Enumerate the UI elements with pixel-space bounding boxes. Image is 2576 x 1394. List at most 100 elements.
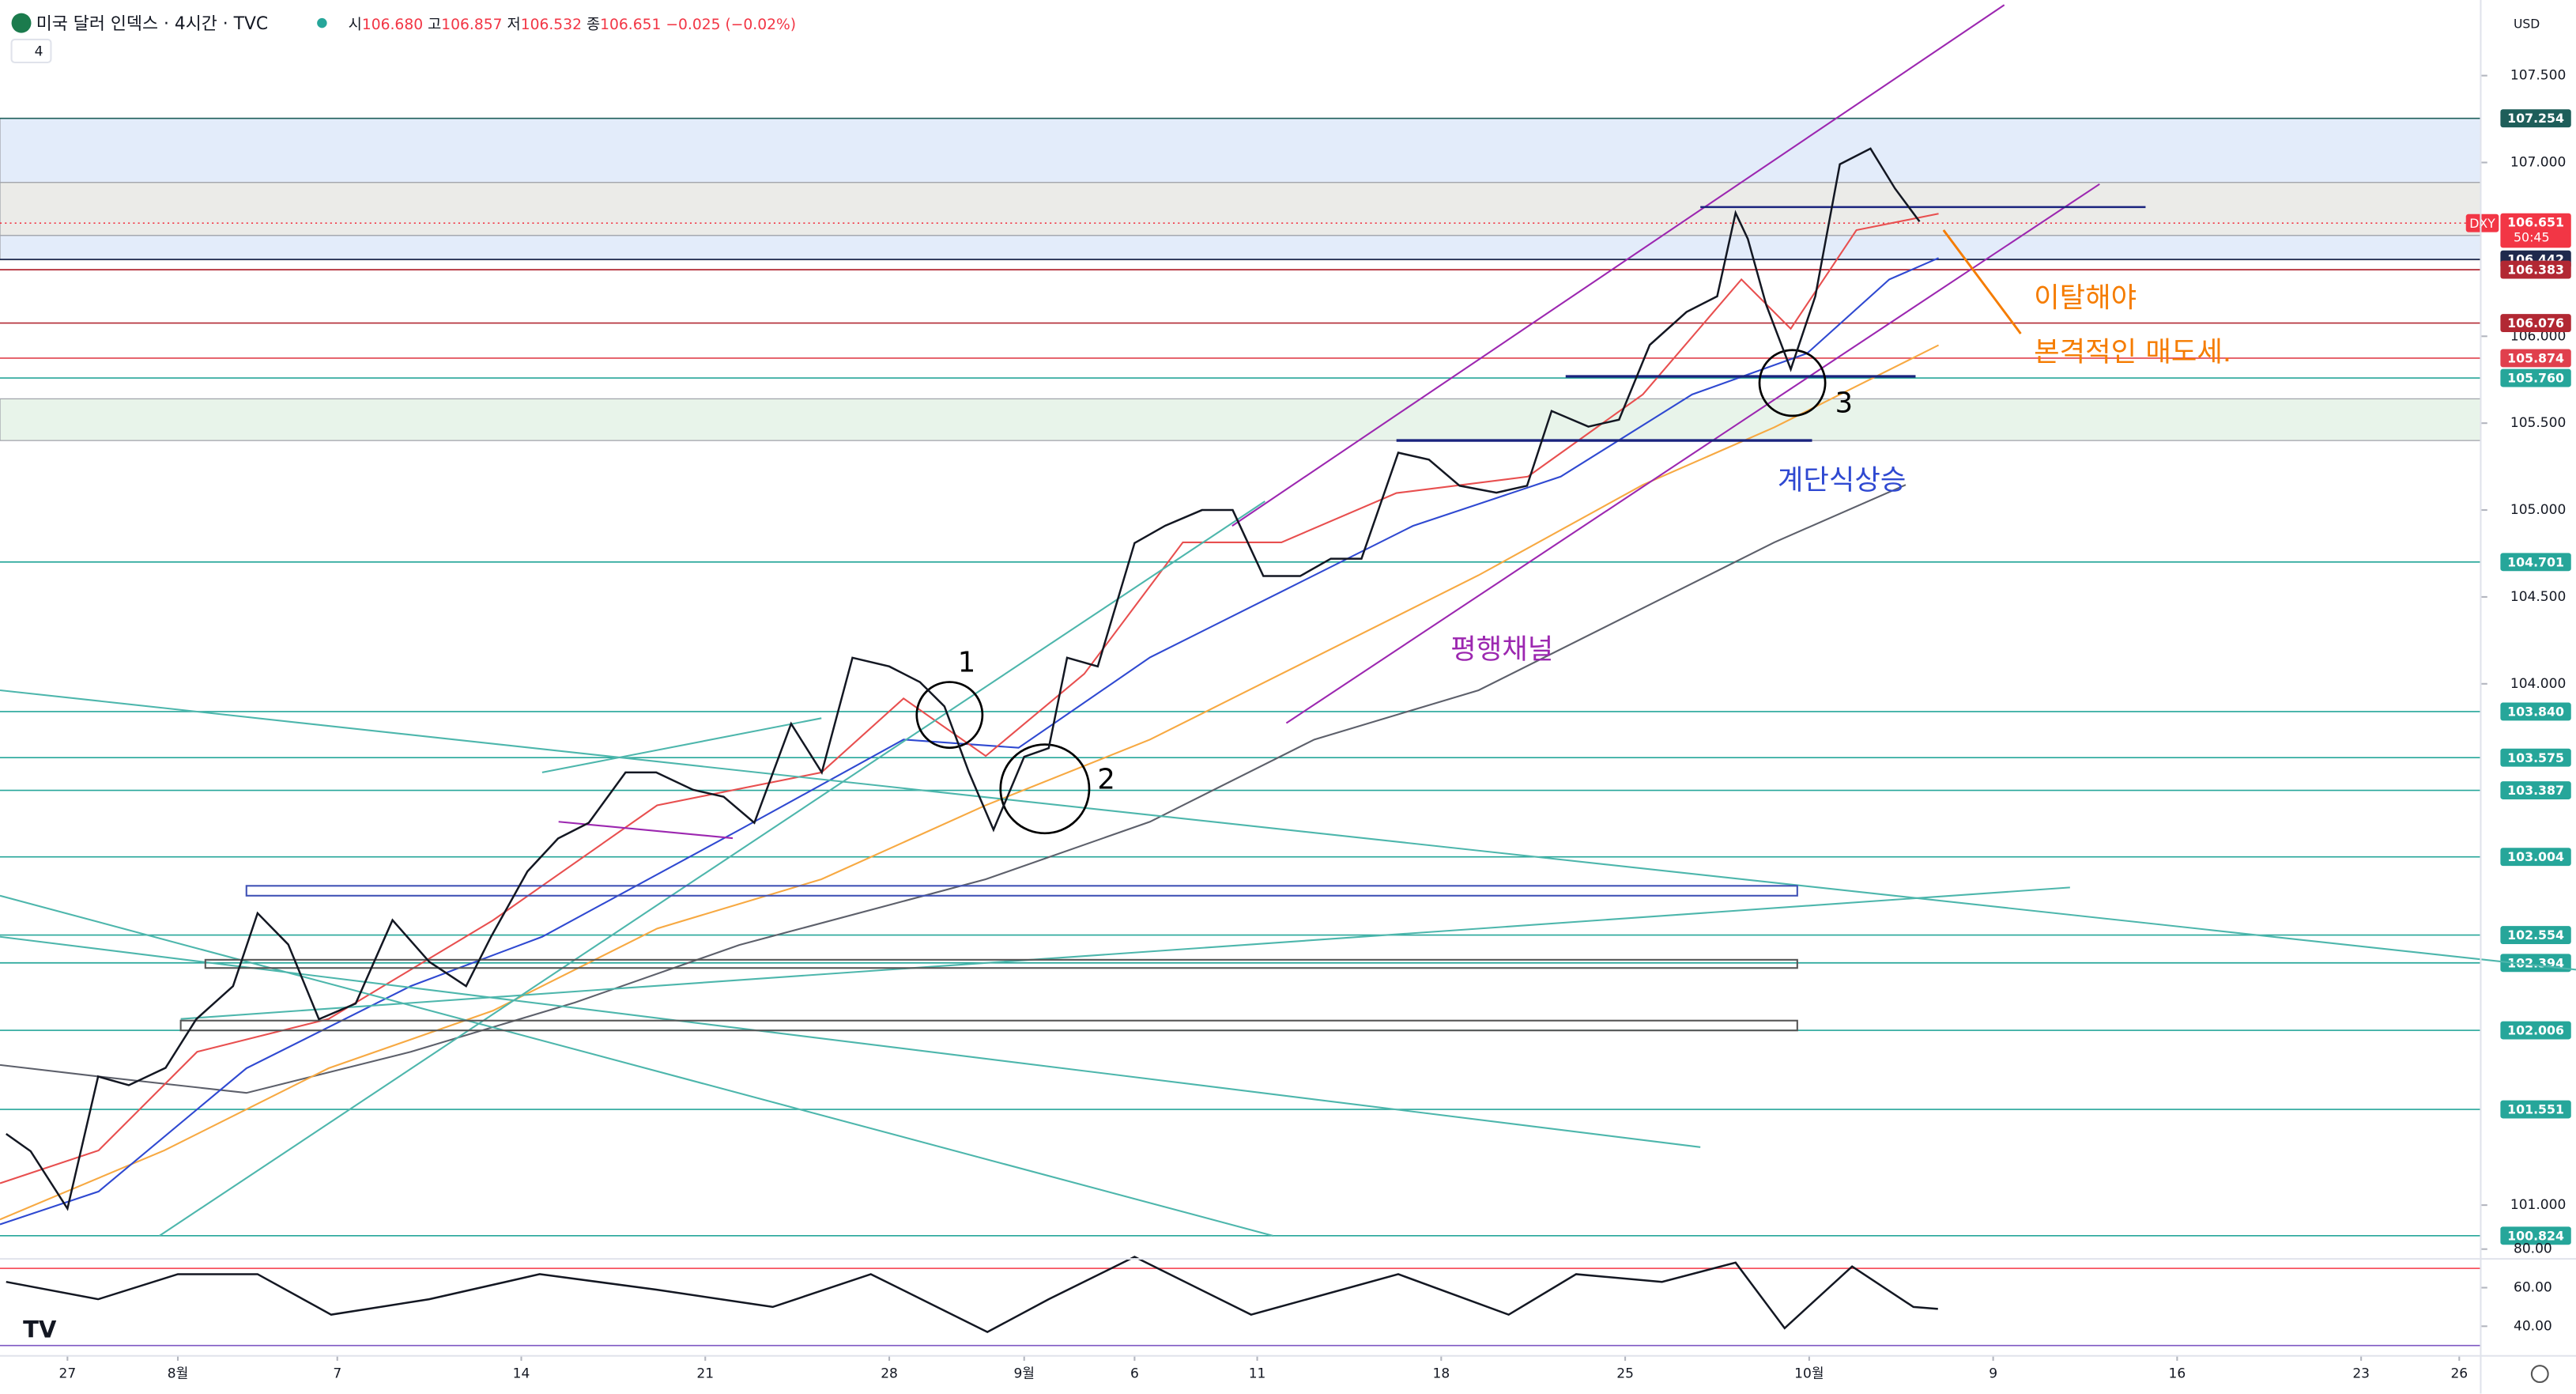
x-tick-label: 25 (1616, 1366, 1634, 1382)
level-label: 100.824 (2507, 1228, 2564, 1243)
label: 저 (507, 17, 521, 33)
level-label: 106.383 (2507, 263, 2564, 278)
level-label: 103.575 (2507, 750, 2564, 765)
circle (1758, 349, 1827, 417)
status-dot (317, 17, 327, 28)
y-tick-label: 105.500 (2510, 415, 2566, 431)
y-tick-label: 104.500 (2510, 589, 2566, 605)
level-label: 105.760 (2507, 371, 2564, 386)
symbol-icon (11, 13, 32, 33)
level-label: 106.076 (2507, 315, 2564, 331)
level-badge (2500, 314, 2571, 333)
box (179, 1019, 1798, 1032)
value: 106.857 (441, 17, 502, 33)
level-label: 107.254 (2507, 111, 2564, 126)
rsi-line (6, 1256, 1938, 1334)
price-line (6, 147, 1921, 1211)
level-badge (2500, 748, 2571, 767)
x-tick-label: 6 (1130, 1366, 1139, 1382)
price-badge (2500, 213, 2571, 248)
x-tick-label: 14 (513, 1366, 530, 1382)
level-badge (2500, 926, 2571, 945)
trend-line (541, 717, 822, 773)
arrow-line (1942, 229, 2022, 334)
symbol-label: DXY (2469, 216, 2495, 231)
value: 106.651 (600, 17, 661, 33)
x-tick-label: 16 (2169, 1366, 2186, 1382)
symbol-title: 미국 달러 인덱스 · 4시간 · TVC (36, 14, 268, 34)
annotation: 2 (1097, 763, 1115, 795)
level-badge (2500, 349, 2571, 368)
y-tick-label: 107.000 (2510, 155, 2566, 171)
box (245, 885, 1798, 897)
level-label: 101.551 (2507, 1102, 2564, 1117)
value: 106.680 (362, 17, 423, 33)
zone (0, 398, 2482, 441)
x-tick-label: 9 (1989, 1366, 1997, 1382)
ma-50 (0, 257, 1939, 1226)
annotation: 3 (1835, 387, 1853, 419)
x-tick-label: 10월 (1794, 1366, 1824, 1382)
y-tick-label: 101.000 (2510, 1197, 2566, 1213)
box (204, 958, 1798, 969)
x-tick-label: 9월 (1013, 1366, 1035, 1382)
change: −0.025 (−0.02%) (666, 17, 796, 33)
level-badge (2500, 553, 2571, 572)
label: 고 (428, 17, 441, 33)
y-tick-label: 60.00 (2514, 1280, 2552, 1296)
level-label: 104.701 (2507, 554, 2564, 569)
annotation: 1 (958, 647, 975, 679)
y-tick-label: 80.00 (2514, 1241, 2552, 1257)
level-badge (2500, 848, 2571, 867)
channel-upper (1231, 4, 2005, 527)
ma-200 (0, 484, 1907, 1094)
zones (0, 118, 2482, 441)
annotation: 이탈해야 (2034, 281, 2137, 314)
level-badge (2500, 1226, 2571, 1245)
x-tick-label: 23 (2352, 1366, 2370, 1382)
level-badge (2500, 1100, 2571, 1119)
ma-100 (0, 344, 1940, 1221)
x-tick-label: 18 (1432, 1366, 1450, 1382)
y-tick-label: 106.000 (2510, 328, 2566, 344)
x-tick-label: 7 (333, 1366, 341, 1382)
trend-line (0, 935, 1701, 1148)
y-tick-label: 105.000 (2510, 502, 2566, 518)
value: 106.532 (521, 17, 582, 33)
level-badge (2500, 781, 2571, 799)
x-tick-label: 26 (2450, 1366, 2468, 1382)
channel-lower (1285, 183, 2100, 724)
ma-20 (0, 213, 1939, 1184)
annotation: 본격적인 매도세. (2034, 336, 2231, 368)
countdown: 50:45 (2514, 229, 2549, 244)
trend-line (0, 689, 2576, 971)
circle (999, 743, 1091, 835)
y-tick-label: 107.500 (2510, 68, 2566, 84)
x-tick-label: 8월 (168, 1366, 189, 1382)
label: 시 (349, 17, 362, 33)
trend-line (0, 894, 1274, 1237)
x-tick-label: 21 (696, 1366, 714, 1382)
settings-icon[interactable] (2530, 1365, 2549, 1384)
indicator-count[interactable]: 4 (35, 44, 43, 60)
price-label: 106.651 (2507, 215, 2564, 230)
zone (0, 235, 2482, 261)
trend-line (159, 501, 1265, 1237)
level-badge (2500, 702, 2571, 721)
level-badge (2500, 109, 2571, 128)
level-label: 103.004 (2507, 849, 2564, 864)
y-tick-label: 104.000 (2510, 676, 2566, 692)
level-label: 103.840 (2507, 705, 2564, 720)
level-label: 103.387 (2507, 783, 2564, 798)
annotation: 계단식상승 (1778, 464, 1907, 497)
trend-line (180, 886, 2070, 1020)
symbol-badge (2465, 213, 2499, 232)
indicator-toggle[interactable] (10, 38, 52, 64)
logo: TV (23, 1317, 57, 1343)
annotation: 평행채널 (1450, 633, 1553, 666)
circle (915, 681, 984, 750)
x-tick-label: 28 (881, 1366, 898, 1382)
